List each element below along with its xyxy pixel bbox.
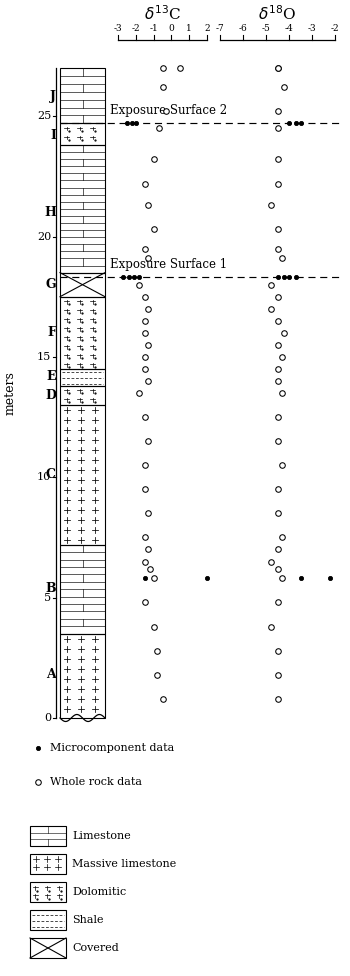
Bar bbox=[30, 910, 66, 930]
Bar bbox=[30, 826, 66, 846]
Text: -7: -7 bbox=[216, 24, 224, 33]
Text: 1: 1 bbox=[186, 24, 192, 33]
Text: -2: -2 bbox=[132, 24, 140, 33]
Text: 0: 0 bbox=[169, 24, 174, 33]
Text: $\delta^{13}$C: $\delta^{13}$C bbox=[144, 5, 181, 23]
Text: Dolomitic: Dolomitic bbox=[72, 887, 126, 897]
Text: Exposure Surface 2: Exposure Surface 2 bbox=[110, 104, 227, 117]
Text: -6: -6 bbox=[239, 24, 247, 33]
Bar bbox=[60, 297, 105, 369]
Bar bbox=[60, 405, 105, 545]
Text: C: C bbox=[46, 468, 56, 481]
Text: Limestone: Limestone bbox=[72, 831, 131, 841]
Text: Microcomponent data: Microcomponent data bbox=[50, 743, 174, 753]
Text: 10: 10 bbox=[37, 472, 51, 482]
Text: B: B bbox=[46, 582, 56, 594]
Text: -2: -2 bbox=[331, 24, 339, 33]
Text: I: I bbox=[50, 129, 56, 142]
Text: E: E bbox=[47, 370, 56, 383]
Bar bbox=[60, 369, 105, 386]
Bar bbox=[30, 854, 66, 874]
Text: Massive limestone: Massive limestone bbox=[72, 859, 176, 869]
Text: 5: 5 bbox=[44, 592, 51, 602]
Bar bbox=[60, 633, 105, 718]
Text: F: F bbox=[47, 326, 56, 340]
Text: -3: -3 bbox=[114, 24, 122, 33]
Bar bbox=[60, 123, 105, 145]
Text: $\delta^{18}$O: $\delta^{18}$O bbox=[258, 5, 297, 23]
Bar bbox=[30, 938, 66, 958]
Text: Covered: Covered bbox=[72, 943, 119, 953]
Text: -3: -3 bbox=[308, 24, 316, 33]
Text: 0: 0 bbox=[44, 713, 51, 723]
Text: -1: -1 bbox=[149, 24, 158, 33]
Bar bbox=[30, 882, 66, 902]
Text: H: H bbox=[44, 206, 56, 219]
Bar bbox=[60, 386, 105, 405]
Text: 20: 20 bbox=[37, 231, 51, 241]
Text: -4: -4 bbox=[285, 24, 293, 33]
Text: J: J bbox=[50, 91, 56, 103]
Bar bbox=[60, 145, 105, 272]
Text: meters: meters bbox=[4, 371, 16, 415]
Bar bbox=[60, 545, 105, 633]
Text: D: D bbox=[45, 388, 56, 402]
Bar bbox=[60, 272, 105, 297]
Text: G: G bbox=[46, 278, 56, 291]
Text: 15: 15 bbox=[37, 352, 51, 362]
Text: A: A bbox=[46, 669, 56, 681]
Text: 25: 25 bbox=[37, 111, 51, 121]
Text: Shale: Shale bbox=[72, 915, 104, 925]
Bar bbox=[60, 68, 105, 123]
Text: Exposure Surface 1: Exposure Surface 1 bbox=[110, 259, 227, 271]
Text: Whole rock data: Whole rock data bbox=[50, 777, 142, 787]
Text: 2: 2 bbox=[204, 24, 210, 33]
Text: -5: -5 bbox=[261, 24, 271, 33]
